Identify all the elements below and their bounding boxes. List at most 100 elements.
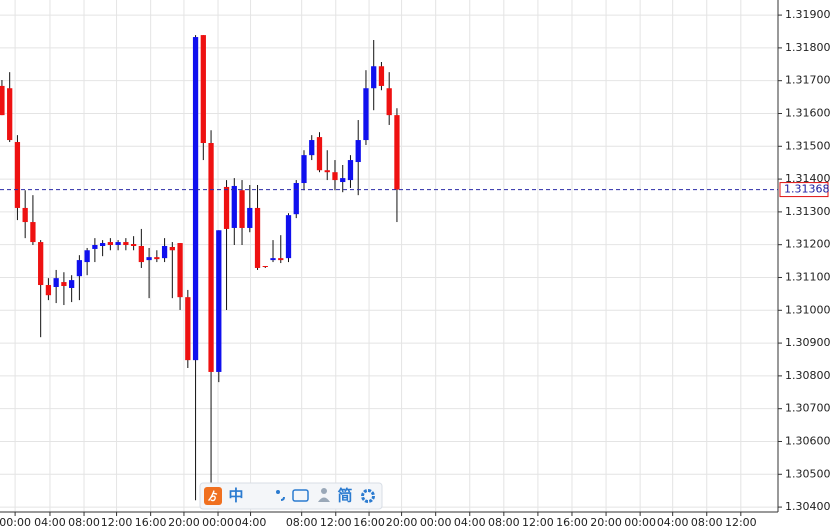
- y-tick-label: 1.30600: [785, 434, 831, 447]
- toolbar-frame: [199, 482, 383, 510]
- y-tick-label: 1.31600: [785, 106, 831, 119]
- candle-body: [285, 215, 292, 259]
- y-tick-label: 1.31500: [785, 139, 831, 152]
- x-tick-label: 00:00: [420, 516, 452, 529]
- candle-body: [107, 242, 114, 246]
- candle-body: [169, 246, 175, 251]
- candle-body: [340, 178, 346, 183]
- y-tick-label: 1.30400: [785, 500, 831, 513]
- candle-body: [69, 280, 75, 288]
- user-icon-body: [318, 497, 330, 502]
- candle-body: [84, 250, 90, 263]
- candle-body: [371, 66, 377, 89]
- candle-body: [92, 245, 98, 249]
- x-tick-label: 08:00: [691, 516, 723, 529]
- x-tick-label: 00:00: [202, 516, 234, 529]
- x-tick-label: 20:00: [386, 516, 418, 529]
- settings-icon[interactable]: [361, 489, 375, 503]
- punct-icon-tail: [280, 496, 285, 501]
- candle-body: [316, 137, 323, 171]
- candle-body: [324, 170, 330, 173]
- candle-body: [270, 258, 276, 261]
- candle-body: [262, 266, 268, 268]
- candle-body: [200, 35, 206, 144]
- candle-body: [38, 242, 44, 286]
- x-tick-label: 08:00: [286, 516, 318, 529]
- candle-body: [239, 190, 245, 228]
- keyboard-icon[interactable]: [292, 489, 309, 502]
- candle-body: [123, 242, 129, 246]
- candle-body: [363, 88, 369, 141]
- x-tick-label: 04:00: [657, 516, 689, 529]
- logo-icon[interactable]: [204, 487, 222, 505]
- candle-body: [154, 257, 160, 260]
- x-tick-label: 20:00: [168, 516, 200, 529]
- y-tick-label: 1.31300: [785, 205, 831, 218]
- candle-body: [192, 37, 199, 361]
- simplified-button[interactable]: 简: [337, 487, 352, 505]
- candle-body: [22, 207, 28, 223]
- x-tick-label: 12:00: [725, 516, 757, 529]
- y-tick-label: 1.31200: [785, 238, 831, 251]
- candle-body: [394, 115, 400, 190]
- y-tick-label: 1.30800: [785, 369, 831, 382]
- last-price-label: 1.31368: [784, 183, 830, 196]
- x-tick-label: 16:00: [353, 516, 385, 529]
- candle-body: [161, 245, 168, 259]
- candle-body: [146, 257, 152, 261]
- x-tick-label: 08:00: [68, 516, 100, 529]
- x-tick-label: 20:00: [590, 516, 622, 529]
- candle-body: [138, 245, 144, 263]
- y-tick-label: 1.31400: [785, 172, 831, 185]
- candle-body: [309, 140, 315, 156]
- candle-body: [254, 207, 261, 268]
- candle-body: [115, 242, 121, 246]
- y-tick-label: 1.31000: [785, 303, 831, 316]
- candle-body: [130, 244, 137, 246]
- y-tick-label: 1.30500: [785, 467, 831, 480]
- candle-body: [347, 160, 354, 181]
- logo-glyph: ゟ: [208, 489, 219, 503]
- candle-body: [14, 142, 21, 208]
- x-tick-label: 04:00: [454, 516, 486, 529]
- y-tick-label: 1.30900: [785, 336, 831, 349]
- candle-body: [231, 185, 237, 228]
- y-tick-label: 1.30700: [785, 402, 831, 415]
- candle-body: [0, 85, 5, 116]
- candle-body: [223, 186, 230, 229]
- language-button[interactable]: 中: [228, 487, 243, 505]
- x-tick-label: 16:00: [135, 516, 167, 529]
- y-tick-label: 1.31100: [785, 270, 831, 283]
- x-tick-label: 12:00: [101, 516, 133, 529]
- y-tick-label: 1.31900: [785, 8, 831, 21]
- punct-icon[interactable]: [276, 490, 280, 494]
- last-price-box: [779, 182, 829, 198]
- candle-body: [278, 258, 284, 261]
- y-tick-label: 1.31800: [785, 41, 831, 54]
- candle-body: [45, 285, 52, 296]
- candle-body: [7, 88, 13, 141]
- candle-body: [61, 282, 67, 287]
- x-tick-label: 16:00: [556, 516, 588, 529]
- candle-body: [99, 243, 106, 246]
- candle-body: [301, 155, 307, 184]
- candle-body: [332, 172, 338, 181]
- candle-body: [185, 297, 191, 361]
- candle-body: [216, 230, 222, 372]
- candle-body: [76, 260, 83, 277]
- x-tick-label: 00:00: [0, 516, 31, 529]
- candle-body: [355, 140, 361, 163]
- user-icon[interactable]: [321, 488, 327, 494]
- candle-body: [53, 278, 59, 287]
- candle-body: [30, 222, 36, 243]
- x-tick-label: 12:00: [522, 516, 554, 529]
- x-tick-label: 08:00: [488, 516, 520, 529]
- candle-body: [247, 207, 253, 228]
- candle-body: [386, 88, 392, 116]
- candle-body: [293, 183, 299, 215]
- candle-body: [177, 243, 183, 298]
- x-tick-label: 12:00: [320, 516, 352, 529]
